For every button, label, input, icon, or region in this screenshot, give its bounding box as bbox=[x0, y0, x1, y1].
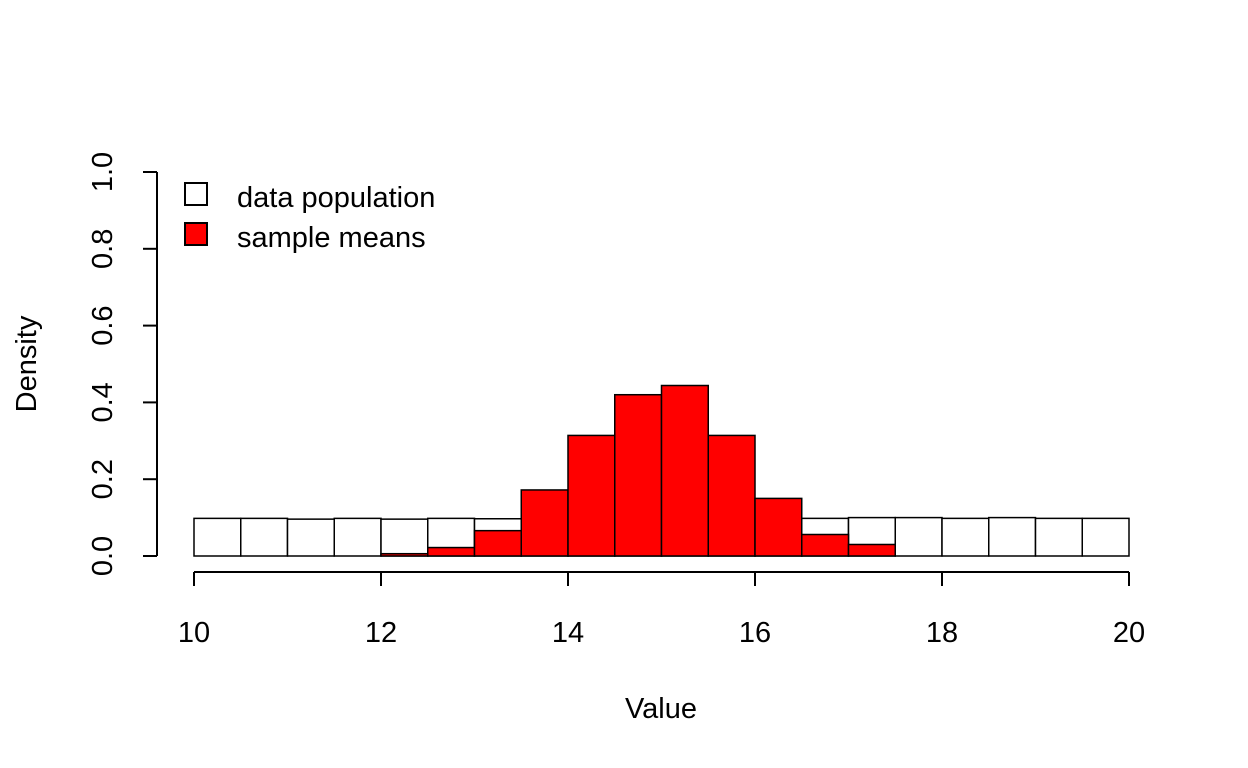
x-tick-label-5: 20 bbox=[1113, 617, 1145, 649]
sample-means-bar-4 bbox=[567, 434, 616, 557]
legend-label-means: sample means bbox=[237, 222, 426, 254]
sample-means-bar-3 bbox=[520, 489, 569, 557]
sample-means-bar-1 bbox=[427, 546, 476, 557]
x-axis-ticks: 10 12 14 16 18 20 bbox=[178, 572, 1145, 649]
y-tick-label-1: 0.2 bbox=[87, 459, 119, 499]
sample-means-bar-7 bbox=[707, 434, 756, 557]
legend-swatch-population bbox=[184, 182, 208, 206]
x-tick-label-2: 14 bbox=[552, 617, 584, 649]
population-bar-4 bbox=[380, 518, 429, 557]
population-bar-16 bbox=[941, 517, 990, 557]
x-tick-label-4: 18 bbox=[926, 617, 958, 649]
y-tick-label-3: 0.6 bbox=[87, 305, 119, 345]
sample-means-bar-5 bbox=[614, 393, 663, 557]
x-tick-label-1: 12 bbox=[365, 617, 397, 649]
population-bar-3 bbox=[333, 517, 382, 557]
y-tick-label-0: 0.0 bbox=[87, 536, 119, 576]
legend: data population sample means bbox=[184, 182, 435, 254]
x-tick-label-3: 16 bbox=[739, 617, 771, 649]
x-tick-label-0: 10 bbox=[178, 617, 210, 649]
sample-means-bar-8 bbox=[754, 497, 803, 557]
population-bar-17 bbox=[988, 516, 1037, 557]
y-tick-label-2: 0.4 bbox=[87, 382, 119, 422]
population-bar-15 bbox=[894, 516, 943, 557]
legend-swatch-means bbox=[184, 222, 208, 246]
y-tick-label-4: 0.8 bbox=[87, 229, 119, 269]
population-bar-2 bbox=[286, 518, 335, 557]
sample-means-bar-2 bbox=[473, 529, 522, 557]
population-bar-18 bbox=[1034, 517, 1083, 557]
population-bar-1 bbox=[240, 517, 289, 557]
x-axis-label: Value bbox=[625, 693, 697, 725]
sample-means-bar-10 bbox=[847, 543, 896, 557]
y-axis-label: Density bbox=[11, 315, 43, 412]
sample-means-bar-9 bbox=[801, 533, 850, 557]
y-axis-ticks: 0.0 0.2 0.4 0.6 0.8 1.0 bbox=[87, 152, 157, 576]
legend-label-population: data population bbox=[237, 182, 435, 214]
population-bar-19 bbox=[1081, 517, 1130, 557]
y-tick-label-5: 1.0 bbox=[87, 152, 119, 192]
sample-means-bar-0 bbox=[380, 552, 429, 557]
population-bar-0 bbox=[193, 517, 242, 557]
sample-means-bar-6 bbox=[660, 384, 709, 557]
sample-means-bars bbox=[380, 384, 896, 557]
